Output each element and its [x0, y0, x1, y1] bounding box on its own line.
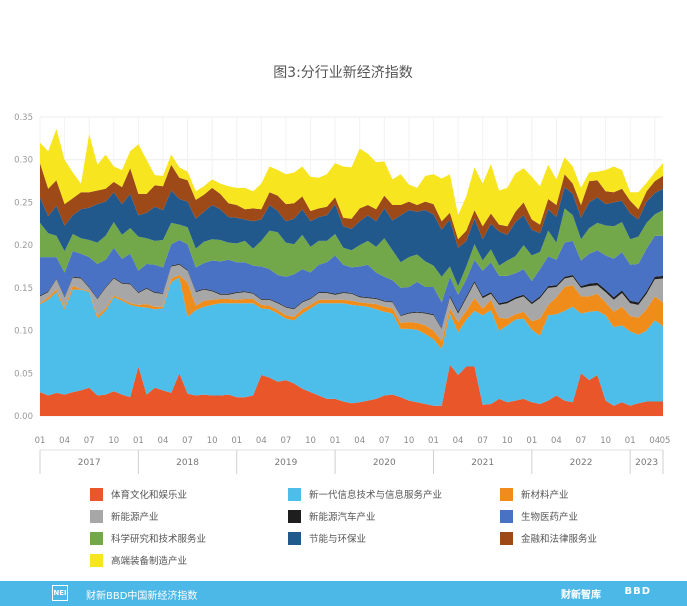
chart-title: 图3:分行业新经济指数: [273, 65, 413, 81]
x-tick-label: 01: [133, 436, 144, 446]
x-tick-label: 07: [281, 436, 292, 446]
x-tick-label: 10: [403, 436, 414, 446]
chart-svg: 图3:分行业新经济指数 0.00 0.05 0.10 0.15 0.20 0.25 0.30…: [14, 65, 671, 474]
legend-swatch: [288, 487, 301, 501]
x-tick-label: 01: [526, 436, 537, 446]
stacked-areas: [40, 129, 663, 416]
x-tick-label: 04: [354, 436, 365, 446]
legend-item: 新能源汽车产业: [288, 508, 376, 524]
legend-label: 金融和法律服务业: [521, 534, 598, 545]
legend-swatch: [288, 509, 301, 523]
x-tick-label: 07: [576, 436, 587, 446]
legend-swatch: [90, 487, 103, 501]
series-area: [40, 129, 663, 240]
legend-label: 高端装备制造产业: [111, 556, 188, 567]
y-tick-label: 0.25: [14, 198, 33, 208]
legend-item: 生物医药产业: [500, 508, 578, 524]
legend-label: 节能与环保业: [309, 534, 367, 545]
series-area: [40, 187, 663, 287]
series-area: [40, 364, 663, 416]
x-tick-label: 07: [84, 436, 95, 446]
legend-swatch: [90, 531, 103, 545]
x-tick-label: 01: [625, 436, 636, 446]
y-tick-label: 0.35: [14, 113, 33, 123]
x-tick-label: 01: [35, 436, 46, 446]
series-area: [40, 264, 663, 341]
legend-item: 金融和法律服务业: [500, 530, 597, 546]
legend-swatch: [500, 509, 513, 523]
caixin-brand: 财新智库: [561, 590, 601, 601]
legend-label: 生物医药产业: [521, 512, 579, 523]
y-tick-label: 0.05: [14, 369, 33, 379]
legend-swatch: [90, 509, 103, 523]
x-tick-label: 04: [256, 436, 267, 446]
legend: 体育文化和娱乐业 新一代信息技术与信息服务产业 新材料产业新能源产业 新能源汽车产业 生…: [90, 486, 650, 570]
legend-item: 节能与环保业: [288, 530, 366, 546]
x-tick-label: 10: [600, 436, 611, 446]
series-area: [40, 208, 663, 303]
x-axis: 01 04 07 10 01 04 07 10 01 04 07 10 01 04 07 10 01 04 07 10…: [35, 436, 671, 474]
legend-swatch: [90, 553, 103, 567]
legend-swatch: [288, 531, 301, 545]
legend-item: 新一代信息技术与信息服务产业: [288, 486, 442, 502]
x-tick-label: 04: [59, 436, 70, 446]
year-label: 2022: [570, 458, 593, 468]
legend-label: 体育文化和娱乐业: [111, 490, 188, 501]
legend-item: 高端装备制造产业: [90, 552, 187, 568]
bbd-brand: BBD: [624, 586, 651, 597]
footer-bar: NEI 财新BBD中国新经济指数 财新智库 BBD: [0, 581, 687, 606]
legend-label: 新能源汽车产业: [309, 512, 376, 523]
year-label: 2018: [176, 458, 199, 468]
x-tick-label: 07: [477, 436, 488, 446]
x-tick-label: 04: [158, 436, 169, 446]
legend-item: 新材料产业: [500, 486, 569, 502]
x-tick-label: 01: [231, 436, 242, 446]
year-label: 2023: [635, 458, 658, 468]
x-tick-label: 10: [502, 436, 513, 446]
series-area: [40, 163, 663, 248]
legend-swatch: [500, 487, 513, 501]
series-area: [40, 235, 663, 328]
year-label: 2017: [78, 458, 101, 468]
x-tick-label: 01: [428, 436, 439, 446]
legend-label: 新能源产业: [111, 512, 159, 523]
legend-item: 体育文化和娱乐业: [90, 486, 187, 502]
legend-item: 科学研究和技术服务业: [90, 530, 206, 546]
x-tick-label: 04: [551, 436, 562, 446]
legend-label: 科学研究和技术服务业: [111, 534, 207, 545]
y-tick-label: 0.10: [14, 327, 33, 337]
year-label: 2019: [274, 458, 297, 468]
y-tick-label: 0.00: [14, 412, 33, 422]
legend-swatch: [500, 531, 513, 545]
x-tick-label: 10: [207, 436, 218, 446]
x-tick-label: 04: [649, 436, 660, 446]
x-tick-label: 05: [660, 436, 671, 446]
x-tick-label: 07: [182, 436, 193, 446]
legend-label: 新一代信息技术与信息服务产业: [309, 490, 443, 501]
x-tick-label: 07: [379, 436, 390, 446]
legend-label: 新材料产业: [521, 490, 569, 501]
x-tick-label: 10: [305, 436, 316, 446]
y-tick-label: 0.30: [14, 156, 33, 166]
footer-title: 财新BBD中国新经济指数: [86, 591, 198, 602]
y-tick-label: 0.15: [14, 284, 33, 294]
series-area: [40, 277, 663, 406]
nei-logo: NEI: [52, 585, 68, 601]
x-tick-label: 01: [330, 436, 341, 446]
x-tick-label: 04: [453, 436, 464, 446]
year-label: 2021: [471, 458, 494, 468]
legend-item: 新能源产业: [90, 508, 159, 524]
x-tick-label: 10: [108, 436, 119, 446]
y-tick-label: 0.20: [14, 241, 33, 251]
y-axis: 0.00 0.05 0.10 0.15 0.20 0.25 0.30 0.35: [14, 113, 33, 422]
year-label: 2020: [373, 458, 396, 468]
